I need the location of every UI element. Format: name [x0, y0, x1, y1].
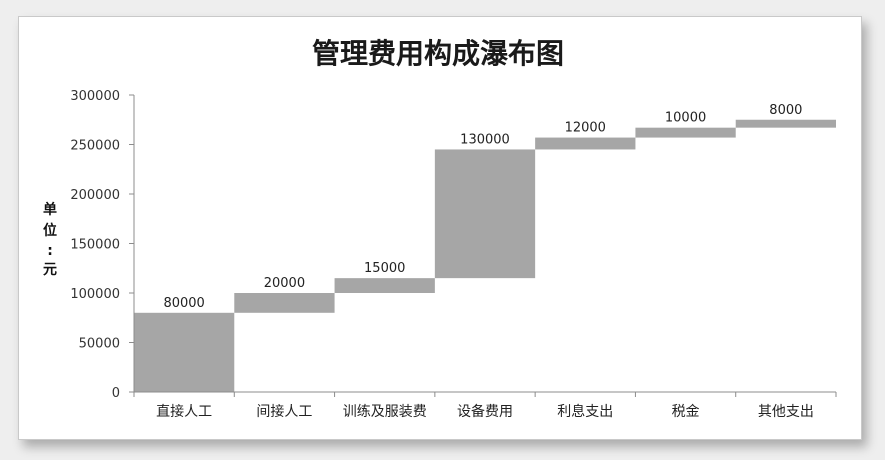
y-axis-label: 单位: 元 — [43, 201, 57, 278]
waterfall-bar — [234, 293, 335, 313]
data-label: 12000 — [565, 121, 606, 136]
waterfall-bar — [434, 149, 536, 279]
x-category-label: 直接人工 — [156, 403, 212, 420]
x-axis-labels: 直接人工 间接人工 训练及服装费 设备费用 利息支出 税金 其他支出 — [156, 403, 814, 420]
waterfall-bar — [134, 312, 235, 392]
y-tick-label: 300000 — [70, 89, 120, 104]
y-tick-label: 150000 — [70, 238, 120, 253]
y-tick-label: 100000 — [70, 287, 120, 302]
bars — [134, 119, 836, 392]
y-axis-label-char: 位 — [43, 222, 57, 239]
y-tick-label: 200000 — [70, 188, 120, 203]
data-label: 15000 — [364, 261, 405, 276]
x-category-label: 利息支出 — [557, 403, 613, 420]
data-label: 10000 — [665, 111, 706, 126]
waterfall-bar — [735, 119, 836, 128]
y-axis-label-char: 元 — [43, 262, 57, 278]
x-category-label: 其他支出 — [758, 404, 814, 420]
waterfall-bar — [535, 137, 636, 150]
y-tick-label: 50000 — [79, 337, 120, 352]
y-tick-label: 250000 — [70, 139, 120, 154]
axes — [133, 95, 837, 397]
y-axis-label-char: : — [47, 243, 53, 259]
chart-title: 管理费用构成瀑布图 — [312, 37, 564, 70]
data-label: 130000 — [460, 132, 510, 147]
waterfall-bar — [334, 278, 435, 293]
data-labels: 80000 20000 15000 130000 12000 10000 8000 — [163, 103, 802, 311]
x-category-label: 间接人工 — [256, 403, 312, 420]
x-category-label: 税金 — [672, 404, 700, 420]
x-category-label: 设备费用 — [457, 403, 513, 420]
y-axis-label-char: 单 — [43, 201, 57, 218]
data-label: 80000 — [163, 296, 204, 311]
data-label: 20000 — [264, 276, 305, 291]
data-label: 8000 — [769, 103, 802, 118]
waterfall-bar — [635, 127, 736, 138]
y-tick-label: 0 — [112, 386, 120, 401]
x-category-label: 训练及服装费 — [343, 404, 427, 420]
y-axis-ticks: 0 50000 100000 150000 200000 250000 300000 — [70, 89, 134, 401]
